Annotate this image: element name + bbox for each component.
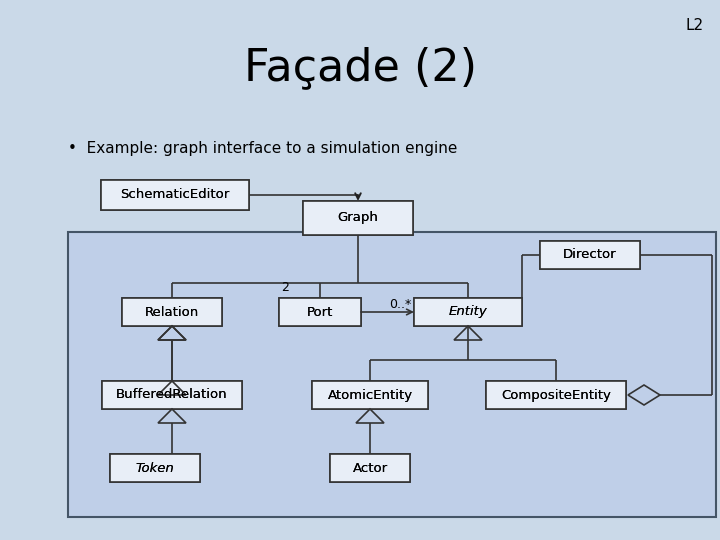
Bar (540, 241, 640, 269)
Bar (102, 381, 242, 409)
Bar (540, 241, 640, 269)
Text: AtomicEntity: AtomicEntity (328, 388, 413, 402)
Bar (102, 381, 242, 409)
Text: Director: Director (563, 248, 617, 261)
Bar (486, 381, 626, 409)
Bar (122, 298, 222, 326)
Text: BufferedRelation: BufferedRelation (116, 388, 228, 402)
Bar (279, 298, 361, 326)
Text: Actor: Actor (352, 462, 387, 475)
Bar (303, 201, 413, 235)
Text: Token: Token (135, 462, 174, 475)
Bar (110, 454, 200, 482)
Text: CompositeEntity: CompositeEntity (501, 388, 611, 402)
Text: Actor: Actor (352, 462, 387, 475)
Bar (486, 381, 626, 409)
Text: Façade (2): Façade (2) (243, 46, 477, 90)
Text: Graph: Graph (338, 212, 379, 225)
Text: Graph: Graph (338, 212, 379, 225)
Text: BufferedRelation: BufferedRelation (116, 388, 228, 402)
Text: Entity: Entity (449, 306, 487, 319)
Text: Relation: Relation (145, 306, 199, 319)
Text: AtomicEntity: AtomicEntity (328, 388, 413, 402)
Bar (279, 298, 361, 326)
Text: Token: Token (135, 462, 174, 475)
Text: Director: Director (563, 248, 617, 261)
Text: SchematicEditor: SchematicEditor (120, 188, 230, 201)
Bar (68, 232, 716, 517)
Text: 2: 2 (281, 281, 289, 294)
Bar (414, 298, 522, 326)
Text: Entity: Entity (449, 306, 487, 319)
Bar (101, 180, 249, 210)
Bar (101, 180, 249, 210)
Bar (303, 201, 413, 235)
Bar (312, 381, 428, 409)
Bar (312, 381, 428, 409)
Bar (122, 298, 222, 326)
Bar (414, 298, 522, 326)
Text: L2: L2 (686, 18, 704, 33)
Text: Port: Port (307, 306, 333, 319)
Text: CompositeEntity: CompositeEntity (501, 388, 611, 402)
Text: Relation: Relation (145, 306, 199, 319)
Text: •  Example: graph interface to a simulation engine: • Example: graph interface to a simulati… (68, 140, 457, 156)
Text: Port: Port (307, 306, 333, 319)
Bar (330, 454, 410, 482)
Bar (110, 454, 200, 482)
Text: 0..*: 0..* (389, 298, 411, 310)
Text: SchematicEditor: SchematicEditor (120, 188, 230, 201)
Bar (330, 454, 410, 482)
